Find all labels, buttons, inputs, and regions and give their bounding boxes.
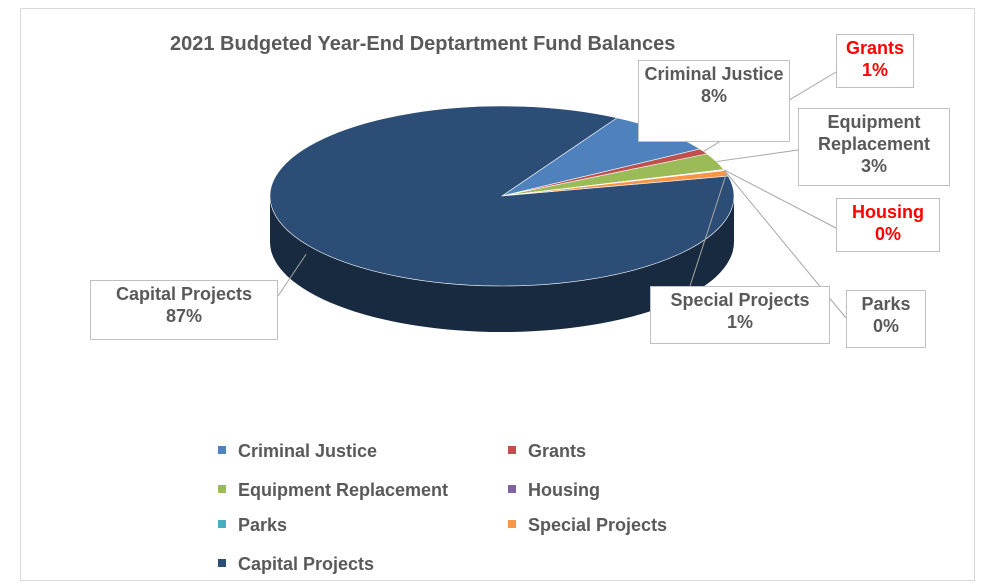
legend-item-equipment-replacement: Equipment Replacement <box>218 480 448 501</box>
data-label-name: Housing <box>852 202 924 222</box>
data-label-housing: Housing 0% <box>836 198 940 252</box>
data-label-name: Grants <box>845 38 905 58</box>
pie-side-capital-projects <box>270 196 734 332</box>
leader-line-equipment-replacement <box>716 149 799 163</box>
legend-label: Grants <box>528 441 587 461</box>
data-label-criminal-justice: Criminal Justice 8% <box>638 60 790 142</box>
legend-item-capital-projects: Capital Projects <box>218 554 374 575</box>
legend-label: Capital Projects <box>238 554 375 574</box>
data-label-name: Equipment Replacement <box>817 112 931 154</box>
leader-line-housing <box>723 169 837 229</box>
data-label-special-projects: Special Projects 1% <box>650 286 830 344</box>
data-label-value: 87% <box>165 306 203 326</box>
data-label-name: Capital Projects <box>115 284 253 304</box>
legend-label: Equipment Replacement <box>238 480 449 500</box>
data-label-grants: Grants 1% <box>836 34 914 88</box>
legend-label: Parks <box>238 515 288 535</box>
data-label-value: 8% <box>700 86 727 106</box>
legend-item-grants: Grants <box>508 441 586 462</box>
pie-slice-capital-projects <box>269 105 735 287</box>
legend-swatch <box>218 485 226 494</box>
data-label-equipment-replacement: Equipment Replacement 3% <box>798 108 950 186</box>
legend-item-special-projects: Special Projects <box>508 515 667 536</box>
legend-item-criminal-justice: Criminal Justice <box>218 441 377 462</box>
legend-label: Housing <box>528 480 600 500</box>
data-label-value: 3% <box>860 156 887 176</box>
legend-swatch <box>508 446 516 455</box>
legend-swatch <box>508 485 516 494</box>
data-label-name: Parks <box>861 294 911 314</box>
data-label-capital-projects: Capital Projects 87% <box>90 280 278 340</box>
data-label-value: 1% <box>726 312 753 332</box>
legend-label: Special Projects <box>528 515 668 535</box>
legend-swatch <box>218 559 226 568</box>
data-label-parks: Parks 0% <box>846 290 926 348</box>
legend-swatch <box>218 446 226 455</box>
legend-label: Criminal Justice <box>238 441 378 461</box>
data-label-value: 1% <box>861 60 888 80</box>
legend-swatch <box>218 520 226 529</box>
leader-line-capital-projects <box>277 253 307 297</box>
leader-line-special-projects <box>689 173 727 287</box>
legend-item-housing: Housing <box>508 480 600 501</box>
legend-swatch <box>508 520 516 529</box>
data-label-name: Criminal Justice <box>644 64 784 84</box>
legend-item-parks: Parks <box>218 515 287 536</box>
data-label-name: Special Projects <box>670 290 810 310</box>
chart-title: 2021 Budgeted Year-End Deptartment Fund … <box>170 33 676 55</box>
data-label-value: 0% <box>874 224 901 244</box>
data-label-value: 0% <box>872 316 899 336</box>
